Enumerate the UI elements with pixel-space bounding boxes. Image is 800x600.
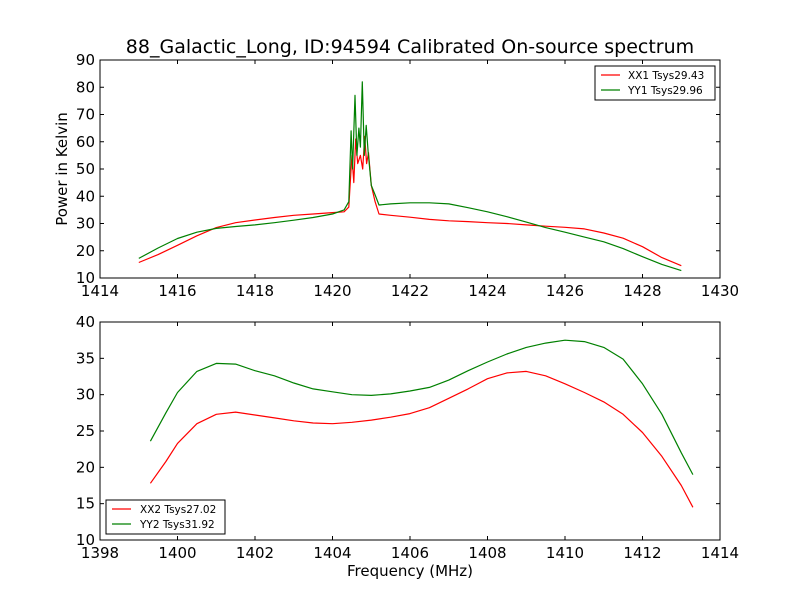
y-tick-label: 80 [76,78,95,96]
y-tick-label: 10 [76,531,95,549]
y-tick-label: 35 [76,349,95,367]
y-tick-label: 25 [76,422,95,440]
top-series-lines [138,81,682,272]
x-tick-label: 1428 [623,282,661,300]
series-line-xx1 [138,135,682,267]
x-tick-label: 1398 [81,544,119,562]
bottom-series-lines [149,339,694,508]
bottom-legend: XX2 Tsys27.02 YY2 Tsys31.92 [105,499,226,535]
bottom-ticks: 1398 1400 1402 1404 1406 1408 1410 1412 1414 10 15… [76,313,739,562]
x-tick-label: 1414 [701,544,739,562]
top-legend-box [594,65,716,101]
top-panel: 1414 1416 1418 1420 1422 1424 1426 1428 1430 10 20… [53,51,739,300]
y-tick-label: 30 [76,386,95,404]
chart-title: 88_Galactic_Long, ID:94594 Calibrated On… [126,36,694,58]
x-tick-label: 1404 [313,544,351,562]
x-tick-label: 1418 [236,282,274,300]
x-tick-label: 1410 [546,544,584,562]
y-tick-label: 20 [76,242,95,260]
y-tick-label: 15 [76,495,95,513]
y-tick-label: 30 [76,215,95,233]
bottom-legend-box [105,499,226,535]
bottom-legend-label-xx2: XX2 Tsys27.02 [140,504,216,516]
x-tick-label: 1400 [158,544,196,562]
series-line-yy1 [138,81,682,272]
y-tick-label: 90 [76,51,95,69]
x-tick-label: 1426 [546,282,584,300]
x-tick-label: 1422 [391,282,429,300]
x-tick-label: 1430 [701,282,739,300]
bottom-legend-label-yy2: YY2 Tsys31.92 [139,519,215,531]
y-tick-label: 70 [76,106,95,124]
x-tick-label: 1408 [468,544,506,562]
series-line-yy2 [149,339,694,475]
top-ticks: 1414 1416 1418 1420 1422 1424 1426 1428 1430 10 20… [76,51,739,300]
y-tick-label: 40 [76,187,95,205]
top-y-axis-label: Power in Kelvin [53,112,71,226]
top-legend: XX1 Tsys29.43 YY1 Tsys29.96 [594,65,716,101]
x-tick-label: 1402 [236,544,274,562]
y-tick-label: 10 [76,269,95,287]
y-tick-label: 20 [76,458,95,476]
x-tick-label: 1424 [468,282,506,300]
y-tick-label: 40 [76,313,95,331]
y-tick-label: 60 [76,133,95,151]
bottom-panel: 1398 1400 1402 1404 1406 1408 1410 1412 1414 10 15… [76,313,739,580]
series-line-xx2 [149,370,694,508]
x-tick-label: 1416 [158,282,196,300]
x-tick-label: 1420 [313,282,351,300]
top-legend-label-xx1: XX1 Tsys29.43 [628,70,704,82]
bottom-x-axis-label: Frequency (MHz) [347,562,473,580]
y-tick-label: 50 [76,160,95,178]
x-tick-label: 1412 [623,544,661,562]
x-tick-label: 1406 [391,544,429,562]
x-tick-label: 1414 [81,282,119,300]
top-legend-label-yy1: YY1 Tsys29.96 [627,85,703,97]
